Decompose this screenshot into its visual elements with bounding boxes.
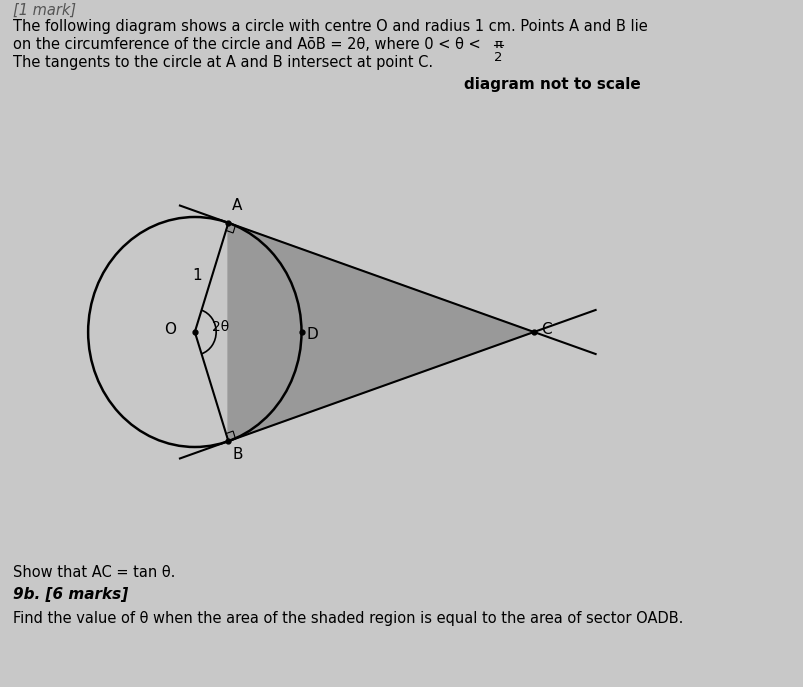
Text: B: B: [232, 447, 243, 462]
Text: π: π: [494, 38, 502, 51]
Text: [1 mark]: [1 mark]: [13, 3, 76, 18]
Text: C: C: [540, 322, 552, 337]
Text: Show that AC = tan θ.: Show that AC = tan θ.: [13, 565, 175, 580]
Text: D: D: [306, 326, 317, 341]
Text: on the circumference of the circle and AōB = 2θ, where 0 < θ <: on the circumference of the circle and A…: [13, 37, 480, 52]
Text: 2θ: 2θ: [211, 320, 229, 334]
Text: The following diagram shows a circle with centre O and radius 1 cm. Points A and: The following diagram shows a circle wit…: [13, 19, 647, 34]
Text: diagram not to scale: diagram not to scale: [463, 77, 640, 92]
Text: 2: 2: [494, 51, 503, 64]
Polygon shape: [228, 223, 533, 441]
Text: The tangents to the circle at A and B intersect at point C.: The tangents to the circle at A and B in…: [13, 55, 433, 70]
Text: Find the value of θ when the area of the shaded region is equal to the area of s: Find the value of θ when the area of the…: [13, 611, 683, 626]
Text: A: A: [232, 198, 243, 213]
Text: O: O: [164, 322, 176, 337]
Text: 1: 1: [192, 268, 202, 283]
Text: 9b. [6 marks]: 9b. [6 marks]: [13, 587, 128, 602]
